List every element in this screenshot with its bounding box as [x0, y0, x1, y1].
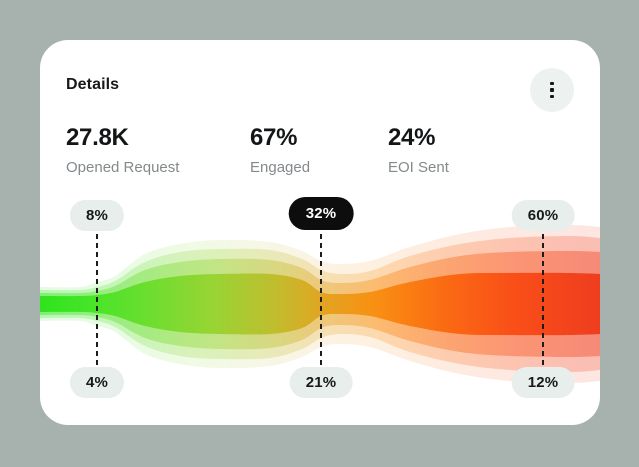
- stat-engaged: 67% Engaged: [250, 124, 310, 176]
- marker-badge-top-32pct: 32%: [288, 197, 354, 230]
- menu-button[interactable]: [530, 68, 574, 112]
- stat-value: 67%: [250, 124, 298, 151]
- stream-layer-core: [40, 272, 600, 336]
- funnel-stream-chart: [40, 190, 600, 410]
- stat-opened-request: 27.8K Opened Request: [66, 124, 179, 176]
- details-card: Details 27.8K Opened Request 67% Engaged…: [40, 40, 600, 425]
- marker-badge-top-8pct: 8%: [69, 200, 125, 231]
- marker-badge-bottom-4pct: 4%: [69, 367, 125, 398]
- stream-graph-svg: [40, 225, 600, 383]
- card-title: Details: [66, 76, 120, 93]
- stat-label: Engaged: [250, 159, 311, 176]
- stat-value: 24%: [388, 124, 436, 151]
- marker-badge-top-60pct: 60%: [511, 200, 575, 231]
- stat-value: 27.8K: [66, 124, 129, 151]
- stat-label: Opened Request: [66, 159, 180, 176]
- kebab-menu-icon: [550, 81, 554, 99]
- marker-badge-bottom-12pct: 12%: [511, 367, 575, 398]
- marker-badge-bottom-21pct: 21%: [289, 367, 353, 398]
- stat-label: EOI Sent: [388, 159, 449, 176]
- stat-eoi-sent: 24% EOI Sent: [388, 124, 449, 176]
